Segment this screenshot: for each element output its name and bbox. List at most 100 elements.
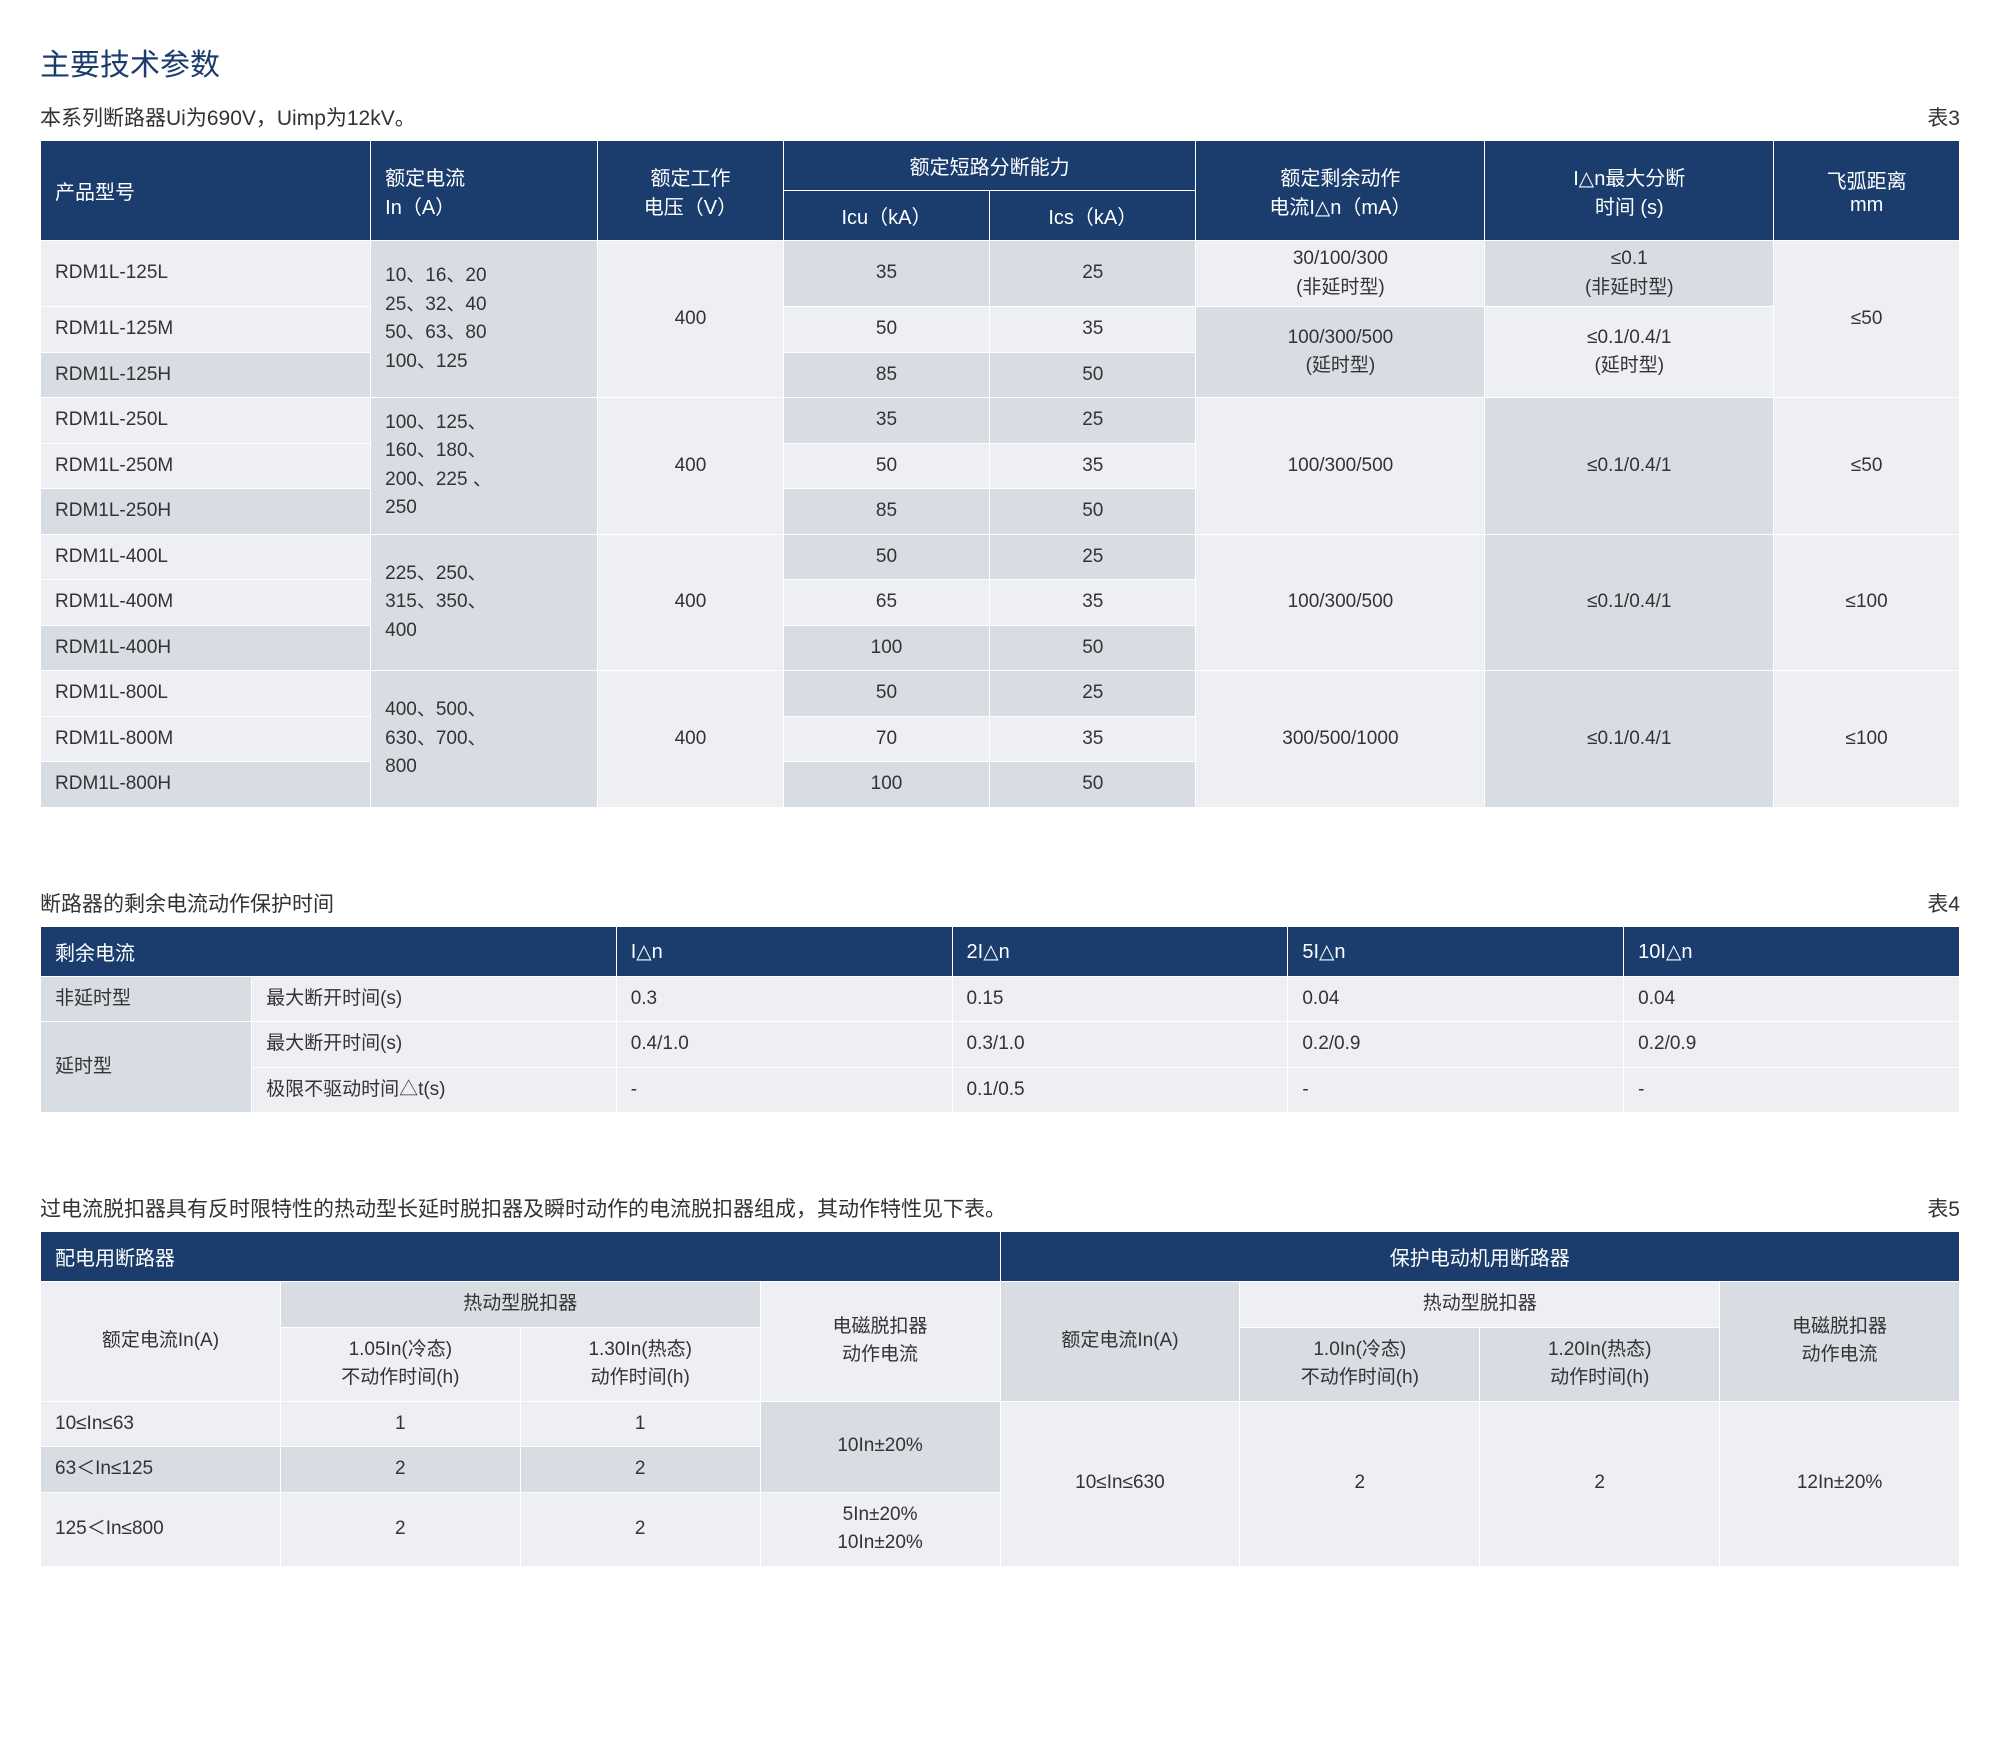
cell-ics: 35 — [990, 307, 1196, 353]
cell-ics: 50 — [990, 762, 1196, 808]
cell-breaktime: ≤0.1/0.4/1 — [1485, 671, 1774, 808]
cell-model: RDM1L-250M — [41, 443, 371, 489]
table4: 剩余电流 I△n 2I△n 5I△n 10I△n 非延时型 最大断开时间(s) … — [40, 926, 1960, 1114]
cell-ics: 50 — [990, 625, 1196, 671]
cell-model: RDM1L-800M — [41, 716, 371, 762]
th-icu: Icu（kA） — [783, 191, 989, 241]
cell-model: RDM1L-125M — [41, 307, 371, 353]
table5-label: 表5 — [1927, 1193, 1960, 1223]
cell-icu: 50 — [783, 534, 989, 580]
cell-breaktime: ≤0.1/0.4/1(延时型) — [1485, 307, 1774, 398]
cell-type: 延时型 — [41, 1022, 252, 1113]
cell-hot: 1 — [520, 1401, 760, 1447]
cell-arc: ≤50 — [1774, 398, 1960, 535]
cell-current: 10、16、2025、32、4050、63、80100、125 — [371, 241, 598, 398]
cell-em: 电磁脱扣器动作电流 — [760, 1282, 1000, 1402]
cell-current: 100、125、160、180、200、225 、250 — [371, 398, 598, 535]
cell-breaktime: ≤0.1/0.4/1 — [1485, 398, 1774, 535]
cell-val: 0.2/0.9 — [1624, 1022, 1960, 1068]
th-residual: 额定剩余动作电流I△n（mA） — [1196, 141, 1485, 241]
th-residual: 剩余电流 — [41, 926, 617, 976]
cell-residual: 30/100/300(非延时型) — [1196, 241, 1485, 307]
cell-ics: 25 — [990, 241, 1196, 307]
cell-current: 225、250、315、350、400 — [371, 534, 598, 671]
cell-rhot: 1.20In(热态)动作时间(h) — [1480, 1327, 1720, 1401]
cell-val: 0.04 — [1624, 976, 1960, 1022]
table4-caption-row: 断路器的剩余电流动作保护时间 表4 — [40, 858, 1960, 918]
cell-model: RDM1L-250H — [41, 489, 371, 535]
cell-icu: 65 — [783, 580, 989, 626]
cell-breaktime: ≤0.1/0.4/1 — [1485, 534, 1774, 671]
cell-model: RDM1L-800L — [41, 671, 371, 717]
cell-icu: 85 — [783, 352, 989, 398]
cell-val: 0.04 — [1288, 976, 1624, 1022]
cell-label: 极限不驱动时间△t(s) — [252, 1067, 617, 1113]
cell-ics: 50 — [990, 489, 1196, 535]
cell-residual: 100/300/500(延时型) — [1196, 307, 1485, 398]
cell-em-val: 10In±20% — [760, 1401, 1000, 1492]
cell-model: RDM1L-400L — [41, 534, 371, 580]
cell-arc: ≤100 — [1774, 534, 1960, 671]
cell-val: 0.1/0.5 — [952, 1067, 1288, 1113]
cell-type: 非延时型 — [41, 976, 252, 1022]
cell-current: 400、500、630、700、800 — [371, 671, 598, 808]
cell-thermal: 热动型脱扣器 — [280, 1282, 760, 1328]
cell-em: 电磁脱扣器动作电流 — [1720, 1282, 1960, 1402]
table3: 产品型号 额定电流In（A） 额定工作电压（V） 额定短路分断能力 额定剩余动作… — [40, 140, 1960, 808]
cell-ics: 50 — [990, 352, 1196, 398]
table3-subtitle: 本系列断路器Ui为690V，Uimp为12kV。 — [40, 102, 416, 132]
cell-val: - — [1624, 1067, 1960, 1113]
cell-rated: 额定电流In(A) — [41, 1282, 281, 1402]
cell-hot: 2 — [520, 1447, 760, 1493]
cell-model: RDM1L-400H — [41, 625, 371, 671]
table5: 配电用断路器 保护电动机用断路器 额定电流In(A) 热动型脱扣器 电磁脱扣器动… — [40, 1231, 1960, 1567]
th-left-group: 配电用断路器 — [41, 1232, 1001, 1282]
cell-val: 0.15 — [952, 976, 1288, 1022]
th-c4: 10I△n — [1624, 926, 1960, 976]
cell-model: RDM1L-125L — [41, 241, 371, 307]
cell-icu: 100 — [783, 762, 989, 808]
cell-range: 125＜In≤800 — [41, 1492, 281, 1566]
cell-model: RDM1L-125H — [41, 352, 371, 398]
cell-icu: 85 — [783, 489, 989, 535]
table4-title: 断路器的剩余电流动作保护时间 — [40, 888, 334, 918]
th-c3: 5I△n — [1288, 926, 1624, 976]
th-breaktime: I△n最大分断时间 (s) — [1485, 141, 1774, 241]
cell-rated: 额定电流In(A) — [1000, 1282, 1240, 1402]
th-voltage: 额定工作电压（V） — [598, 141, 784, 241]
th-ics: Ics（kA） — [990, 191, 1196, 241]
cell-hot: 2 — [520, 1492, 760, 1566]
cell-ics: 25 — [990, 398, 1196, 444]
cell-cold: 1 — [280, 1401, 520, 1447]
cell-right-cold: 2 — [1240, 1401, 1480, 1566]
cell-icu: 50 — [783, 443, 989, 489]
cell-arc: ≤50 — [1774, 241, 1960, 398]
cell-residual: 300/500/1000 — [1196, 671, 1485, 808]
cell-ics: 25 — [990, 534, 1196, 580]
cell-val: - — [1288, 1067, 1624, 1113]
cell-thermal: 热动型脱扣器 — [1240, 1282, 1720, 1328]
cell-voltage: 400 — [598, 241, 784, 398]
cell-label: 最大断开时间(s) — [252, 1022, 617, 1068]
cell-cold: 2 — [280, 1492, 520, 1566]
cell-rcold: 1.0In(冷态)不动作时间(h) — [1240, 1327, 1480, 1401]
cell-icu: 35 — [783, 398, 989, 444]
table5-caption-row: 过电流脱扣器具有反时限特性的热动型长延时脱扣器及瞬时动作的电流脱扣器组成，其动作… — [40, 1163, 1960, 1223]
cell-val: 0.4/1.0 — [616, 1022, 952, 1068]
cell-voltage: 400 — [598, 534, 784, 671]
cell-val: 0.2/0.9 — [1288, 1022, 1624, 1068]
cell-residual: 100/300/500 — [1196, 398, 1485, 535]
cell-icu: 70 — [783, 716, 989, 762]
cell-cold: 2 — [280, 1447, 520, 1493]
cell-model: RDM1L-800H — [41, 762, 371, 808]
th-model: 产品型号 — [41, 141, 371, 241]
cell-voltage: 400 — [598, 671, 784, 808]
cell-right-range: 10≤In≤630 — [1000, 1401, 1240, 1566]
cell-icu: 35 — [783, 241, 989, 307]
cell-model: RDM1L-400M — [41, 580, 371, 626]
table3-label: 表3 — [1927, 102, 1960, 132]
cell-arc: ≤100 — [1774, 671, 1960, 808]
th-c2: 2I△n — [952, 926, 1288, 976]
table5-title: 过电流脱扣器具有反时限特性的热动型长延时脱扣器及瞬时动作的电流脱扣器组成，其动作… — [40, 1193, 1006, 1223]
th-arc: 飞弧距离mm — [1774, 141, 1960, 241]
